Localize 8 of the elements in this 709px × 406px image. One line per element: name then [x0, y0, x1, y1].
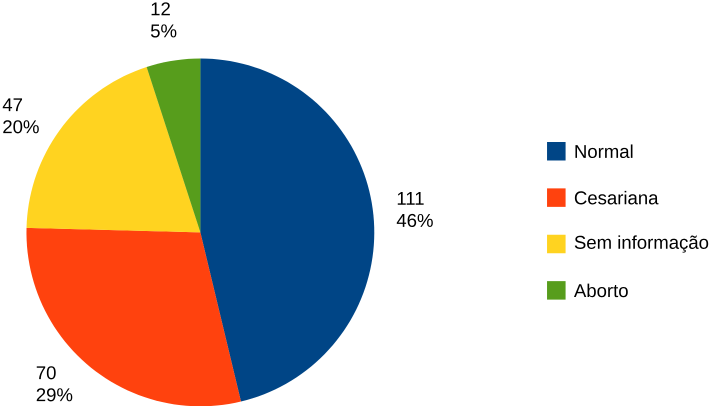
- data-label: 47 20%: [2, 98, 39, 134]
- data-label: 12 5%: [150, 2, 176, 38]
- legend-label: Normal: [575, 144, 632, 158]
- data-label: 111 46%: [396, 192, 433, 227]
- legend-label: Cesariana: [574, 190, 658, 204]
- legend-label: Sem informação: [574, 235, 708, 253]
- data-label: 70 29%: [36, 366, 72, 402]
- legend-label: Aborto: [574, 283, 628, 298]
